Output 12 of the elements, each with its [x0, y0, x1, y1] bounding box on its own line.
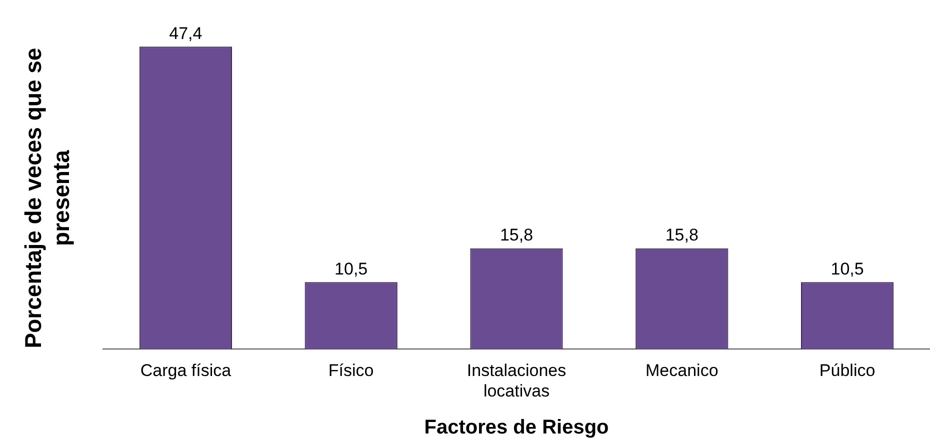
data-label: 15,8 [500, 226, 534, 245]
x-tick-label: Carga física [140, 361, 232, 380]
x-tick-label: Físico [328, 361, 374, 380]
x-axis-title: Factores de Riesgo [424, 416, 609, 439]
x-tick-label: Instalaciones locativas [466, 361, 566, 400]
data-label: 15,8 [665, 226, 698, 245]
x-tick-label: Mecanico [646, 361, 718, 380]
y-axis-title: Porcentaje de veces que se presenta [19, 46, 75, 350]
data-label: 10,5 [334, 259, 368, 278]
data-label: 47,4 [169, 24, 202, 43]
x-tick-label: Público [819, 361, 876, 380]
data-label: 10,5 [830, 259, 864, 278]
